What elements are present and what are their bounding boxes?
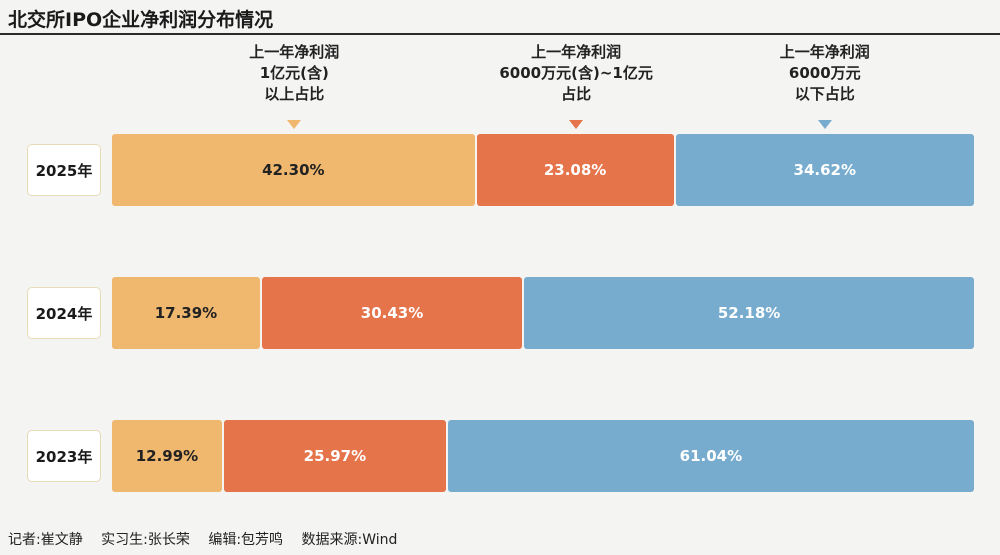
data-label: 61.04% [679, 447, 743, 465]
year-label-2024: 2024年 [27, 287, 101, 339]
credits-footer: 记者:崔文静 实习生:张长荣 编辑:包芳鸣 数据来源:Wind [8, 529, 411, 549]
bar-segment-2025-2: 23.08% [476, 134, 674, 206]
data-label: 25.97% [303, 447, 367, 465]
bar-segment-2023-3: 61.04% [447, 420, 974, 492]
bar-segment-2024-1: 17.39% [112, 277, 260, 349]
data-label: 23.08% [543, 161, 607, 179]
bar-segment-2025-1: 42.30% [112, 134, 475, 206]
legend-marker-2 [569, 120, 584, 129]
data-label: 12.99% [135, 447, 199, 465]
legend-marker-3 [817, 120, 832, 129]
data-label: 17.39% [154, 304, 218, 322]
year-label-2023: 2023年 [27, 430, 101, 482]
bar-segment-2023-2: 25.97% [223, 420, 446, 492]
legend-label-2: 上一年净利润 6000万元(含)~1亿元 占比 [499, 43, 653, 103]
data-label: 30.43% [360, 304, 424, 322]
legend-marker-1 [287, 120, 302, 129]
data-label: 52.18% [717, 304, 781, 322]
bar-segment-2024-2: 30.43% [261, 277, 523, 349]
data-label: 42.30% [262, 161, 325, 179]
intern-credit: 实习生:张长荣 [101, 532, 190, 548]
bar-segment-2024-3: 52.18% [524, 277, 974, 349]
data-source: 数据来源:Wind [301, 532, 398, 548]
data-label: 34.62% [793, 161, 857, 179]
year-label-2025: 2025年 [27, 144, 101, 196]
chart-title: 北交所IPO企业净利润分布情况 [8, 9, 274, 31]
title-divider [0, 33, 1000, 35]
bar-segment-2023-1: 12.99% [112, 420, 222, 492]
legend-label-3: 上一年净利润 6000万元 以下占比 [779, 43, 870, 103]
editor-credit: 编辑:包芳鸣 [208, 532, 284, 548]
reporter-credit: 记者:崔文静 [8, 532, 83, 548]
bar-segment-2025-3: 34.62% [675, 134, 974, 206]
legend-label-1: 上一年净利润 1亿元(含) 以上占比 [249, 43, 340, 103]
